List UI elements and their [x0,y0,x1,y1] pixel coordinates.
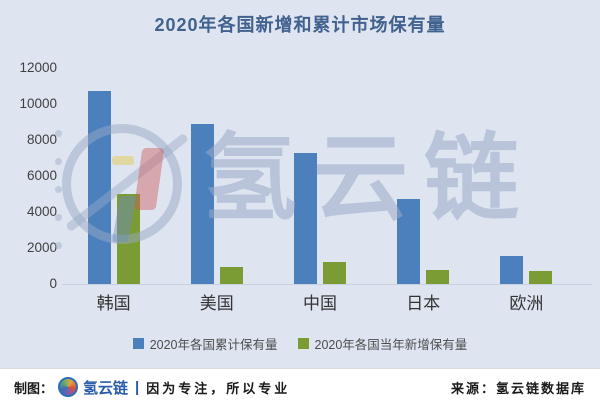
x-axis-line [62,284,592,285]
plot-area [62,68,578,284]
footer-bar: 制图： 氢云链 | 因为专注，所以专业 来源：氢云链数据库 [0,368,600,405]
legend-label: 2020年各国当年新增保有量 [314,338,468,352]
y-tick-label: 6000 [26,168,57,183]
bar-group-4 [372,68,475,284]
y-tick-label: 12000 [19,60,57,75]
brand-logo-icon [58,377,79,397]
category-axis: 韩国 美国 中国 日本 欧洲 [62,289,578,314]
y-tick-label: 4000 [26,204,57,219]
brand-name: 氢云链 [83,379,129,397]
bar-cumulative [500,256,524,284]
bar-cumulative [190,123,214,284]
bar-cumulative [87,91,111,284]
bar-new [529,270,553,284]
legend-item-cumulative: 2020年各国累计保有量 [132,334,278,353]
bar-group-3 [268,68,371,284]
category-label: 欧洲 [509,294,544,313]
slogan: 因为专注，所以专业 [146,380,291,396]
y-tick-label: 10000 [19,96,57,111]
y-tick-label: 8000 [26,132,57,147]
bar-group-2 [165,68,268,284]
legend-label: 2020年各国累计保有量 [149,338,278,352]
bar-new [323,262,346,284]
category-label: 韩国 [96,294,131,313]
watermark-chain-dot [55,158,62,165]
legend: 2020年各国累计保有量 2020年各国当年新增保有量 [0,334,600,353]
y-tick-label: 0 [49,276,57,291]
legend-swatch-icon [132,338,144,349]
y-tick-label: 2000 [26,240,57,255]
bar-new [426,269,450,284]
bar-cumulative [294,152,317,284]
chart-title: 2020年各国新增和累计市场保有量 [154,15,446,35]
category-label: 中国 [303,294,337,313]
category-label: 日本 [406,294,441,313]
bar-group-1 [62,68,165,284]
legend-item-new: 2020年各国当年新增保有量 [297,334,468,353]
bar-group-5 [475,68,578,284]
category-label: 美国 [199,294,234,313]
legend-swatch-icon [297,338,309,349]
footer-credit: 制图： 氢云链 | 因为专注，所以专业 [14,377,290,398]
bar-new [219,266,243,284]
bar-cumulative [397,198,421,284]
bar-new [116,194,140,284]
separator: | [135,378,140,396]
data-source: 来源：氢云链数据库 [450,380,586,396]
watermark-chain-dot [55,186,62,193]
made-by-label: 制图： [14,380,54,396]
